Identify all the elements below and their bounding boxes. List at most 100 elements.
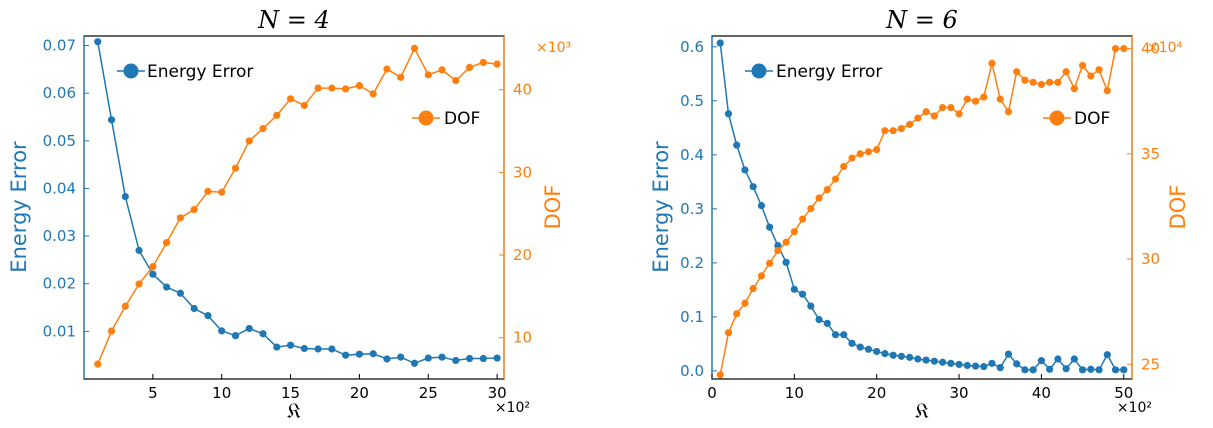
energy-error-point <box>1111 366 1120 374</box>
energy-error-point <box>273 343 281 351</box>
y-tick-label: 0.1 <box>680 308 704 326</box>
legend-marker-energy-error <box>123 63 139 79</box>
energy-error-line <box>97 41 498 365</box>
y-axis-label-right: DOF <box>1166 185 1190 230</box>
energy-error-point <box>790 285 798 293</box>
y-tick-label: 0.05 <box>43 132 76 150</box>
dof-point <box>1029 78 1037 86</box>
dof-point <box>996 95 1004 103</box>
x-tick-label: 10 <box>212 384 231 402</box>
energy-error-point <box>906 353 914 361</box>
y2-tick-label: 35 <box>1141 145 1160 163</box>
y2-tick-label: 30 <box>513 163 532 181</box>
energy-error-point <box>1046 365 1054 373</box>
dof-point <box>864 148 873 156</box>
energy-error-point <box>766 223 774 231</box>
dof-point <box>840 162 848 171</box>
y-tick-label: 0.0 <box>680 362 704 380</box>
dof-point <box>980 93 988 101</box>
dof-point <box>1078 61 1087 70</box>
energy-error-point <box>947 359 955 367</box>
energy-error-point <box>955 360 963 369</box>
energy-error-point <box>815 315 823 324</box>
dof-point <box>218 188 226 196</box>
dof-point <box>938 103 947 112</box>
energy-error-point <box>782 258 790 266</box>
energy-error-point <box>963 361 971 370</box>
x-tick-label: 20 <box>350 384 369 402</box>
energy-error-point <box>218 327 226 335</box>
y-tick-label: 0.01 <box>43 322 76 340</box>
legend-label-dof: DOF <box>1074 109 1110 129</box>
energy-error-point <box>971 362 980 370</box>
energy-error-point <box>410 359 419 367</box>
x-multiplier: ×10² <box>1117 400 1152 416</box>
energy-error-point <box>424 354 432 362</box>
y-tick-label: 0.5 <box>680 92 704 110</box>
dof-point <box>988 59 996 67</box>
dof-point <box>245 137 253 145</box>
energy-error-point <box>938 358 947 366</box>
dof-point <box>231 164 240 172</box>
dof-point <box>1004 108 1013 116</box>
dof-point <box>465 63 474 72</box>
x-tick-label: 25 <box>419 384 438 402</box>
dof-point <box>749 284 757 293</box>
legend-label-energy-error: Energy Error <box>776 62 882 82</box>
dof-point <box>716 371 724 379</box>
dof-point <box>823 186 831 194</box>
energy-error-point <box>1004 350 1013 358</box>
y-ticks-right: 10 20 30 40 <box>499 81 532 347</box>
x-tick-label: 50 <box>1114 384 1133 402</box>
y2-tick-label: 10 <box>513 329 532 347</box>
dof-point <box>831 175 840 183</box>
dof-point <box>906 120 914 128</box>
energy-error-point <box>300 344 308 353</box>
dof-point <box>889 127 897 135</box>
dof-point <box>798 215 807 223</box>
dof-point <box>424 71 432 79</box>
energy-error-point <box>1120 366 1128 374</box>
x-tick-label: 5 <box>148 384 158 402</box>
x-tick-label: 0 <box>707 384 717 402</box>
energy-error-point <box>493 354 501 362</box>
chart-panel-n4: 5 10 15 20 25 30 0.01 0.02 0.03 0.04 0.05 0.06 0.07… <box>7 6 571 423</box>
dof-point <box>1087 72 1095 80</box>
dof-point <box>856 150 864 158</box>
energy-error-point <box>741 166 749 174</box>
energy-error-point <box>286 341 295 349</box>
y-ticks-right: 25 30 35 40 <box>1127 40 1160 373</box>
energy-error-point <box>798 290 807 298</box>
energy-error-point <box>190 304 198 313</box>
chart-title: N = 6 <box>885 6 958 34</box>
y2-tick-label: 20 <box>513 246 532 264</box>
energy-error-line <box>719 42 1124 371</box>
energy-error-point <box>259 330 267 338</box>
dof-point <box>848 154 856 162</box>
dof-point <box>286 95 295 103</box>
dof-point <box>149 263 157 271</box>
dof-point <box>410 44 419 53</box>
legend-energy-error: Energy Error <box>745 62 882 82</box>
dof-point <box>1103 87 1111 95</box>
dof-point <box>314 84 322 92</box>
y-tick-label: 0.3 <box>680 200 704 218</box>
dof-point <box>1120 45 1128 53</box>
legend-label-energy-error: Energy Error <box>147 62 253 82</box>
energy-error-point <box>1054 355 1062 363</box>
x-tick-label: 40 <box>1032 384 1051 402</box>
dof-point <box>438 66 446 74</box>
energy-error-point <box>848 339 856 347</box>
dof-point <box>873 146 881 154</box>
energy-error-point <box>757 202 766 210</box>
y-ticks-left: 0.01 0.02 0.03 0.04 0.05 0.06 0.07 <box>43 37 89 340</box>
energy-error-point <box>1021 366 1029 374</box>
y-tick-label: 0.03 <box>43 227 76 245</box>
dof-point <box>741 299 749 307</box>
energy-error-point <box>807 302 815 310</box>
energy-error-point <box>823 319 831 327</box>
dof-point <box>493 60 501 68</box>
dof-point <box>963 95 971 103</box>
energy-error-point <box>749 183 757 191</box>
dof-point <box>176 214 184 222</box>
